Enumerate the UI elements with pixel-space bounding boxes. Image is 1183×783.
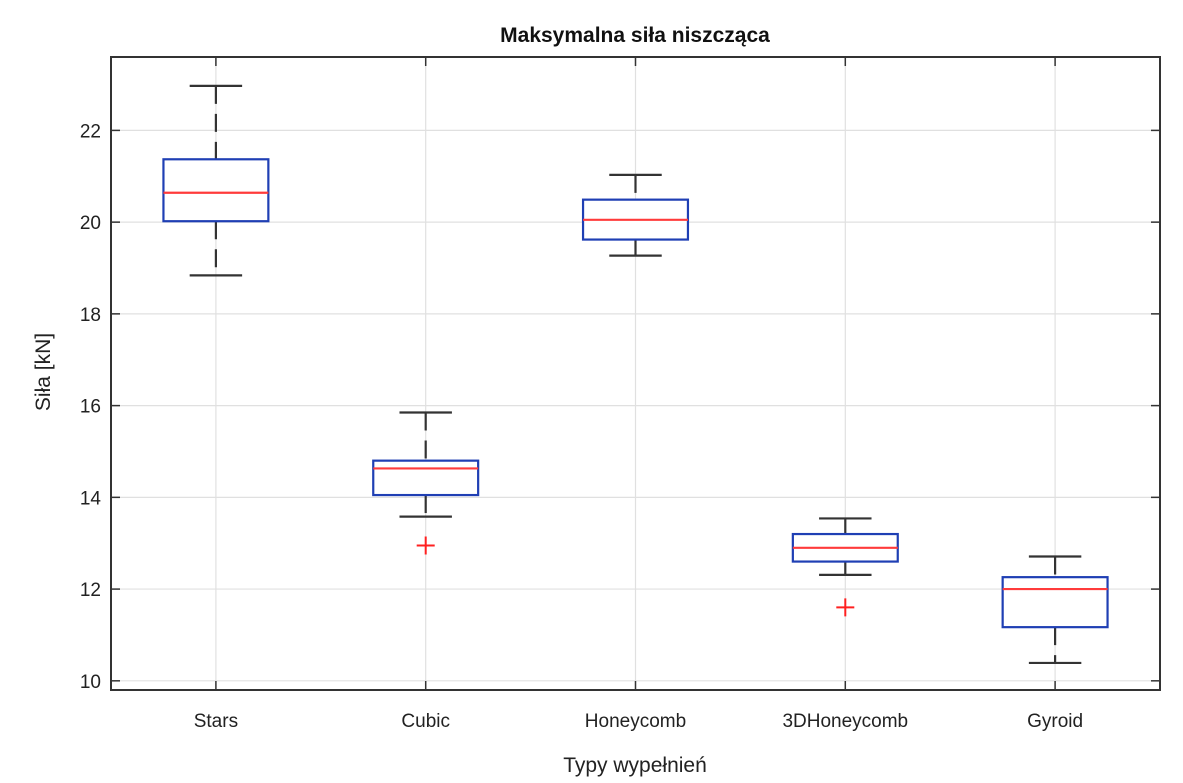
y-tick-label: 20 [80,213,101,234]
iqr-box [372,459,480,497]
y-tick-label: 12 [80,580,101,601]
x-tick-label: 3DHoneycomb [782,711,908,732]
y-tick-label: 10 [80,672,101,693]
iqr-box [162,158,270,223]
y-tick-label: 22 [80,121,101,142]
y-tick-label: 16 [80,397,101,418]
y-axis-label: Siła [kN] [32,333,55,411]
box-gyroid [1001,555,1109,665]
chart-title: Maksymalna siła niszcząca [500,24,770,47]
box-stars [162,84,270,277]
iqr-box [1001,576,1109,629]
x-tick-label: Honeycomb [585,711,686,732]
plot-frame [110,56,1161,691]
x-tick-label: Gyroid [1027,711,1083,732]
y-tick-label: 14 [80,488,102,509]
box-honeycomb [581,173,690,257]
x-tick-label: Cubic [401,711,450,732]
box-cubic [372,411,480,555]
outlier-marker [416,536,435,555]
y-tick-label: 18 [80,305,101,326]
axes: 10 12 14 16 18 20 22 Stars Cubic Honeycomb 3DHoney… [80,56,1161,732]
x-tick-label: Stars [194,711,238,732]
outlier-marker [836,598,855,617]
boxes [162,84,1109,665]
x-axis-label: Typy wypełnień [563,754,707,777]
box-3dhoneycomb [791,517,899,617]
